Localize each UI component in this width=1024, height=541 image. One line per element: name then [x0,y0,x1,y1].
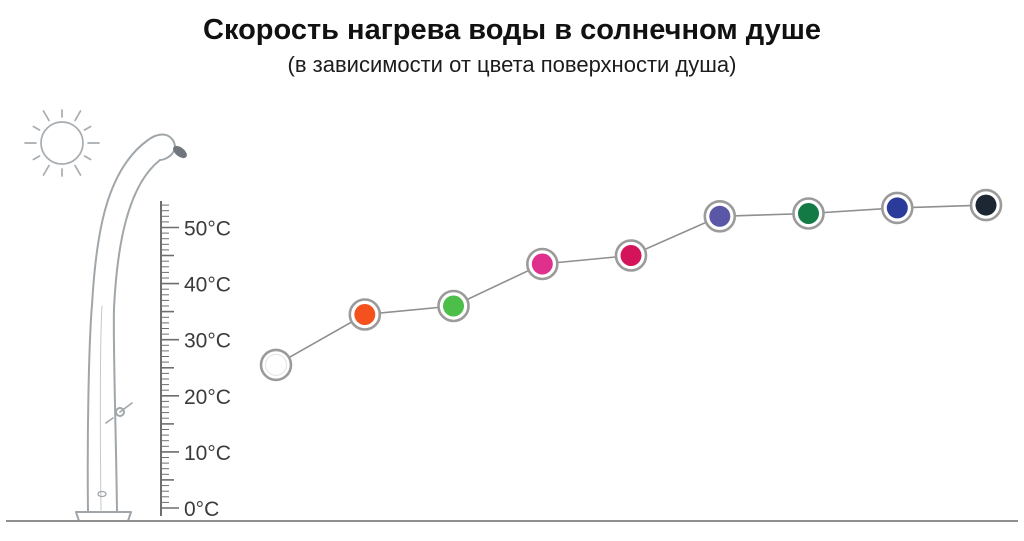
shower-left-edge [86,139,149,513]
shower-head-arm [147,133,176,161]
data-point-dark-blue [880,191,914,225]
marker-fill [975,194,997,216]
data-point-orange [348,298,382,331]
marker-fill [265,353,287,376]
page-subtitle: (в зависимости от цвета поверхности душа… [287,52,737,78]
marker-fill [709,205,731,227]
marker-fill [354,304,376,325]
sun-disc [40,121,84,165]
data-point-green [437,289,470,323]
y-tick-label: 50°C [184,218,231,241]
data-point-magenta [525,247,559,281]
header: Скорость нагрева воды в солнечном душе (… [0,14,1024,78]
data-point-black-navy [969,188,1003,222]
y-tick-label: 0°C [184,498,219,521]
marker-fill [886,197,908,219]
shower-seam [99,305,103,511]
data-point-crimson [614,239,648,272]
marker-fill [531,253,553,275]
series-line [275,204,987,366]
shower-base [75,511,132,522]
solar-shower-icon [75,133,187,522]
marker-fill [798,203,819,224]
marker-fill [443,295,464,317]
shower-tap-handle [119,402,133,413]
y-tick-label: 20°C [184,386,231,409]
data-point-violet [703,200,737,233]
data-point-white [259,348,293,382]
y-tick-label: 10°C [184,442,231,465]
sun-icon [24,109,100,177]
shower-tap-knob [115,407,125,417]
shower-vent [97,490,107,498]
shower-right-edge [112,159,161,513]
temperature-ruler: 0°C 10°C 20°C 30°C 40°C 50°C [160,201,231,521]
sun-rays [24,109,100,177]
marker-fill [620,245,642,266]
y-tick-label: 40°C [184,274,231,297]
y-tick-label: 30°C [184,330,231,353]
shower-spout [105,417,114,424]
line-series [259,188,1003,382]
page-title: Скорость нагрева воды в солнечном душе [203,14,821,46]
data-point-dark-green [792,197,825,230]
shower-nozzle [173,145,187,159]
